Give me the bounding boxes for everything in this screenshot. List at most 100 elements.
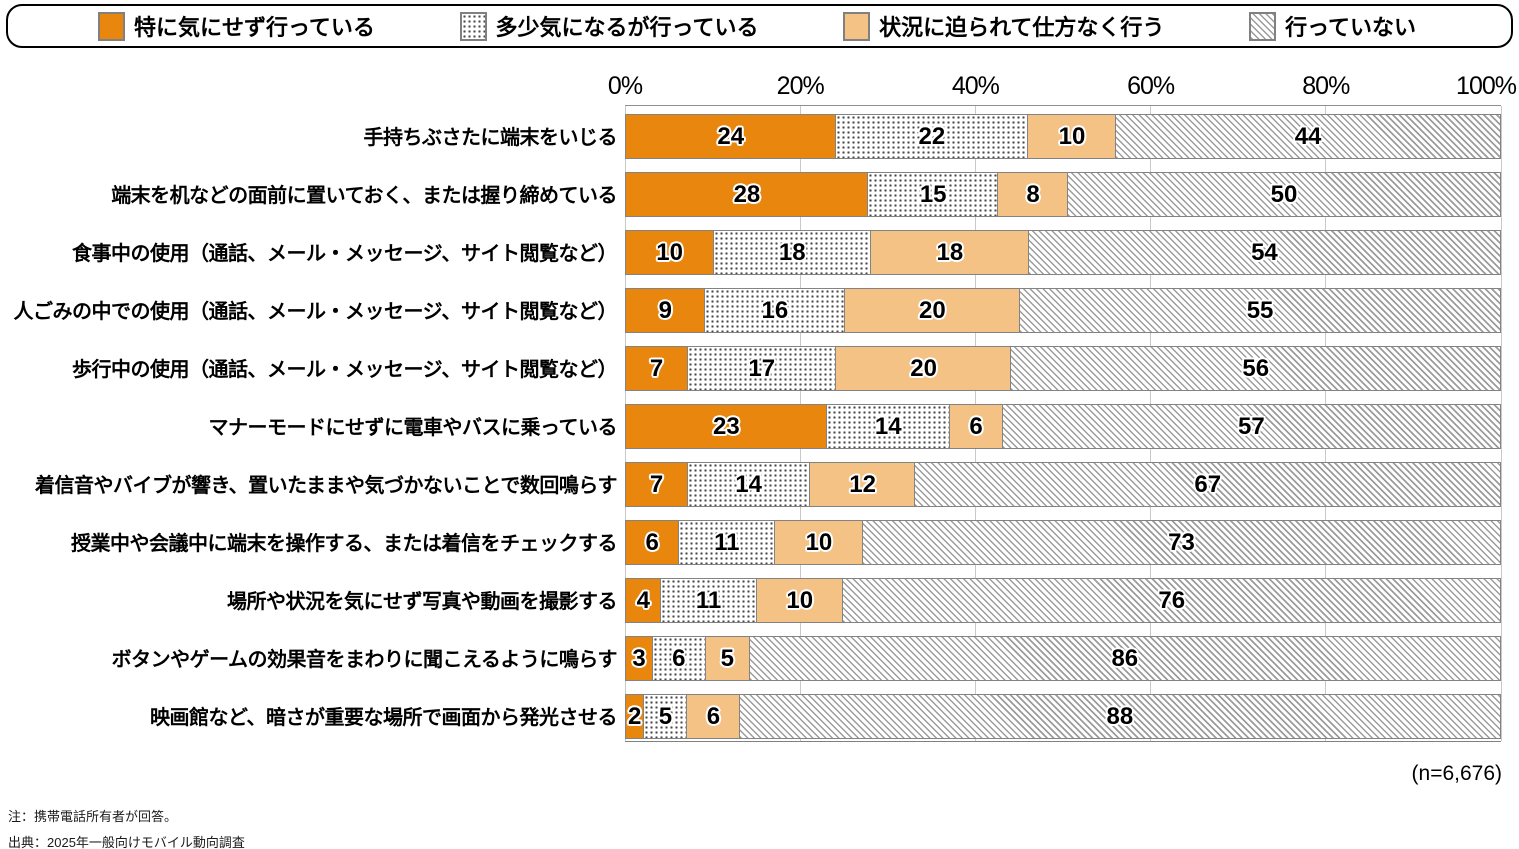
x-axis-tick: 60% [1127,72,1175,100]
segment-value: 15 [919,180,947,208]
bar-segment-dots: 11 [660,578,758,623]
segment-value: 11 [695,586,722,614]
segment-value: 12 [849,470,876,498]
category-label: 場所や状況を気にせず写真や動画を撮影する [227,591,618,613]
bar-segment-diagonal-hatch: 54 [1027,230,1501,275]
segment-value: 17 [748,354,776,382]
bar-row: 3 6 5 86 [625,636,1501,681]
bar-segment-solid-orange: 28 [625,172,869,217]
segment-value: 20 [919,296,946,324]
bar-segment-dots: 5 [642,694,688,739]
segment-value: 4 [636,586,650,614]
bar-segment-dots: 22 [834,114,1029,159]
category-label: 歩行中の使用（通話、メール・メッセージ、サイト閲覧など） [72,359,618,381]
legend-label: 多少気になるが行っている [495,15,759,40]
bar-row: 9 16 20 55 [625,288,1501,333]
legend-item-diagonal-hatch: 行っていない [1249,10,1416,42]
x-axis-tick: 0% [607,72,643,100]
segment-value: 56 [1242,354,1270,382]
bar-segment-solid-orange: 2 [625,694,645,739]
bar-segment-diagonal-hatch: 44 [1115,114,1502,159]
category-label: 着信音やバイブが響き、置いたままや気づかないことで数回鳴らす [35,475,618,497]
gridline [1500,106,1502,741]
segment-value: 54 [1251,238,1278,266]
bar-segment-solid-tan: 8 [997,172,1069,217]
bar-segment-solid-tan: 12 [809,462,916,507]
sample-size-label: (n=6,676) [1411,762,1502,785]
bar-segment-diagonal-hatch: 57 [1001,404,1501,449]
legend-swatch-diagonal-hatch [1249,11,1277,41]
bar-segment-dots: 18 [712,230,872,275]
segment-value: 88 [1106,702,1134,730]
bar-row: 4 11 10 76 [625,578,1501,623]
segment-value: 10 [805,528,833,556]
category-label: 人ごみの中での使用（通話、メール・メッセージ、サイト閲覧など） [13,301,618,323]
legend-swatch-solid-orange [98,11,125,41]
bar-segment-diagonal-hatch: 76 [842,578,1501,623]
segment-value: 8 [1026,180,1040,208]
x-axis-tick: 80% [1302,72,1350,100]
bar-row: 7 14 12 67 [625,462,1502,507]
bar-segment-solid-tan: 18 [870,230,1030,275]
segment-value: 67 [1194,470,1222,498]
segment-value: 9 [658,296,672,324]
bar-segment-solid-tan: 10 [774,520,864,565]
segment-value: 6 [645,528,659,556]
legend-item-solid-tan: 状況に迫られて仕方なく行う [843,10,1164,42]
segment-value: 14 [735,470,762,498]
category-label: 食事中の使用（通話、メール・メッセージ、サイト閲覧など） [72,243,618,265]
legend-item-solid-orange: 特に気にせず行っている [98,10,375,42]
bar-segment-solid-orange: 10 [625,230,715,275]
bar-segment-diagonal-hatch: 67 [914,462,1502,507]
segment-value: 10 [786,586,814,614]
bar-segment-solid-orange: 6 [625,520,680,565]
bar-segment-solid-orange: 24 [625,114,837,159]
bar-segment-solid-tan: 6 [686,694,741,739]
bar-segment-solid-tan: 20 [835,346,1012,391]
legend-swatch-dots [459,11,487,41]
x-axis-tick: 40% [951,72,1000,100]
bar-segment-dots: 17 [686,346,837,391]
bar-segment-dots: 6 [651,636,707,681]
bar-segment-solid-orange: 3 [625,636,654,681]
bar-row: 2 5 6 88 [625,694,1501,739]
segment-value: 55 [1246,296,1274,324]
source-note: 出典：2025年一般向けモバイル動向調査 [8,835,245,849]
bar-segment-solid-orange: 7 [625,462,689,507]
bar-segment-solid-orange: 4 [625,578,662,623]
segment-value: 28 [733,180,761,208]
category-label: ボタンやゲームの効果音をまわりに聞こえるように鳴らす [111,649,618,671]
bar-row: 7 17 20 56 [625,346,1501,391]
segment-value: 86 [1111,644,1139,672]
bar-segment-diagonal-hatch: 56 [1010,346,1501,391]
bar-segment-dots: 11 [677,520,776,565]
bar-segment-dots: 15 [867,172,999,217]
segment-value: 6 [672,644,686,672]
segment-value: 3 [632,644,646,672]
category-label: 授業中や会議中に端末を操作する、または着信をチェックする [71,533,618,555]
segment-value: 18 [778,238,806,266]
bar-segment-diagonal-hatch: 55 [1019,288,1501,333]
segment-value: 16 [761,296,789,324]
legend-label: 特に気にせず行っている [134,15,375,40]
bar-row: 24 22 10 44 [625,114,1502,159]
segment-value: 2 [627,702,642,730]
category-label: 端末を机などの面前に置いておく、または握り締めている [111,185,617,207]
bar-row: 23 14 6 57 [625,404,1501,449]
segment-value: 24 [717,122,745,150]
segment-value: 6 [969,412,983,440]
legend-label: 行っていない [1285,15,1416,40]
bar-segment-dots: 16 [704,288,846,333]
segment-value: 5 [720,644,734,672]
segment-value: 76 [1158,586,1186,614]
segment-value: 14 [874,412,902,440]
segment-value: 6 [706,702,721,730]
bar-row: 28 15 8 50 [625,172,1501,217]
bar-segment-solid-orange: 9 [625,288,706,333]
segment-value: 23 [712,412,740,440]
legend-swatch-solid-tan [843,11,871,41]
bar-segment-dots: 14 [826,404,951,449]
bar-segment-solid-orange: 7 [625,346,689,391]
plot-area: 24 22 10 44 28 15 8 50 10 18 18 54 9 16 20 55 7 17 20 56 23 1… [624,105,1502,742]
bar-segment-solid-tan: 20 [844,288,1021,333]
